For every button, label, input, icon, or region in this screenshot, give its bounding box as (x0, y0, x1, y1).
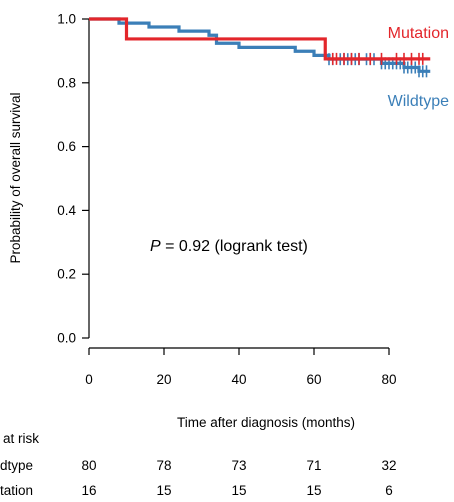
series-line-wildtype (89, 17, 431, 73)
p-value-symbol: P (150, 238, 161, 255)
risk-value: 15 (156, 483, 171, 498)
risk-value: 71 (306, 458, 321, 473)
x-tick-label: 40 (231, 372, 246, 387)
series-layer (89, 17, 431, 78)
risk-row-label: dtype (0, 458, 33, 473)
legend-label-mutation: Mutation (388, 25, 449, 42)
x-tick-label: 0 (85, 372, 93, 387)
x-axis: 0 20 40 60 80 (85, 347, 397, 387)
y-tick-label: 0.6 (57, 139, 76, 154)
risk-value: 6 (385, 483, 393, 498)
x-tick-label: 60 (306, 372, 321, 387)
risk-value: 15 (231, 483, 246, 498)
y-tick-label: 0.8 (57, 75, 76, 90)
y-tick-label: 0.4 (57, 203, 76, 218)
risk-table-title: at risk (3, 431, 39, 446)
p-value-annotation: P = 0.92 (logrank test) (150, 238, 308, 255)
risk-value: 80 (81, 458, 96, 473)
x-tick-label: 80 (381, 372, 396, 387)
y-axis-title: Probability of overall survival (8, 92, 23, 263)
risk-row-label: tation (0, 483, 33, 498)
risk-value: 73 (231, 458, 246, 473)
x-axis-title: Time after diagnosis (months) (177, 415, 355, 430)
y-tick-label: 0.0 (57, 331, 76, 346)
series-line-mutation (89, 17, 431, 61)
y-tick-label: 0.2 (57, 267, 76, 282)
y-tick-label: 1.0 (57, 12, 76, 27)
risk-value: 15 (306, 483, 321, 498)
y-axis: 0.0 0.2 0.4 0.6 0.8 1.0 (57, 12, 90, 346)
risk-value: 78 (156, 458, 171, 473)
p-value-text: = 0.92 (logrank test) (161, 238, 308, 255)
legend-label-wildtype: Wildtype (388, 93, 449, 110)
risk-value: 16 (81, 483, 96, 498)
risk-value: 32 (381, 458, 396, 473)
x-tick-label: 20 (156, 372, 171, 387)
risk-table: at risk dtype 80 78 73 71 32 tation 16 15 15 15 6 (0, 431, 397, 498)
